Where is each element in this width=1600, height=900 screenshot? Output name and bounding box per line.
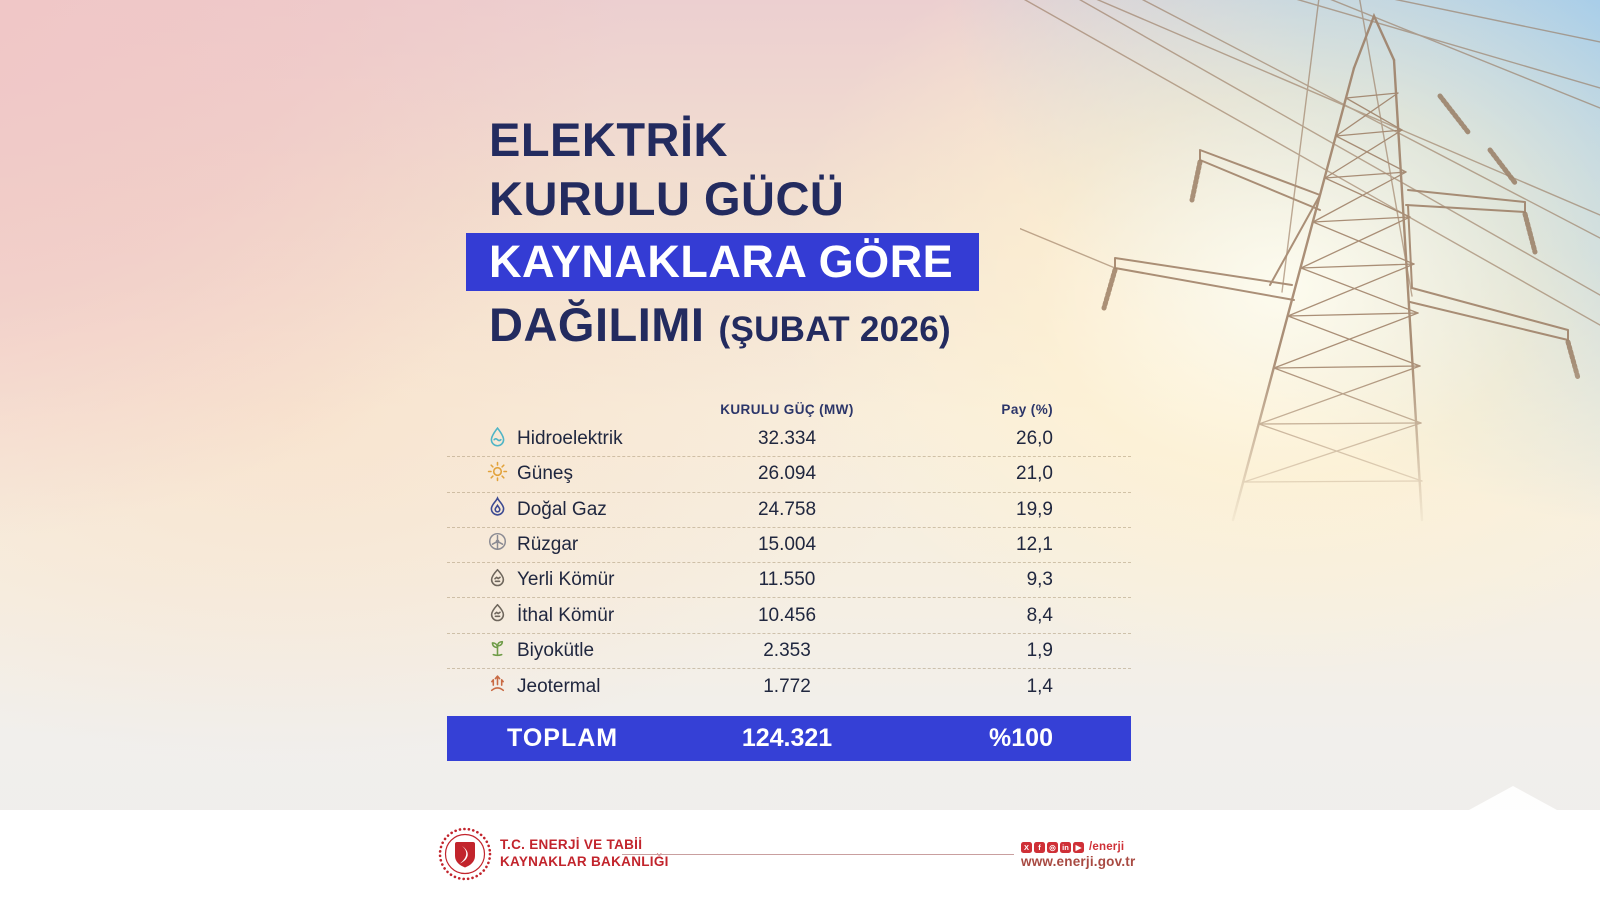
capacity-value: 2.353 [763,639,811,661]
capacity-value: 26.094 [757,463,817,485]
title-highlight-band: KAYNAKLARA GÖRE [466,233,980,291]
transmission-tower-photo [1020,0,1600,522]
capacity-table: KURULU GÜÇ (MW) Pay (%) Hidroelektrik 32… [447,396,1131,762]
wind-turbine-icon [487,532,508,559]
capacity-value: 32.334 [757,428,817,450]
share-value: 26,0 [1016,428,1053,450]
instagram-icon: ◎ [1047,841,1058,853]
table-row: Yerli Kömür 11.550 9,3 [447,563,1131,599]
youtube-icon: ▶ [1073,841,1084,853]
share-value: 12,1 [1016,534,1053,556]
total-label: TOPLAM [507,724,619,753]
social-handle: /enerji [1089,841,1125,853]
table-row: Jeotermal 1.772 1,4 [447,669,1131,704]
source-label: İthal Kömür [517,604,615,626]
source-label: Doğal Gaz [517,498,607,520]
source-label: Jeotermal [517,675,601,697]
linkedin-icon: in [1060,841,1071,853]
sun-icon [487,461,508,488]
capacity-value: 1.772 [763,675,811,697]
capacity-value: 11.550 [758,569,816,591]
capacity-value: 24.758 [757,498,817,520]
source-label: Güneş [517,463,573,485]
title-line-2: KURULU GÜCÜ [489,172,845,225]
coal-icon [487,567,508,594]
title-line-1: ELEKTRİK [489,113,728,166]
table-header: KURULU GÜÇ (MW) Pay (%) [447,396,1131,422]
share-value: 1,9 [1026,639,1053,661]
facebook-icon: f [1034,841,1045,853]
page-title: ELEKTRİK KURULU GÜCÜ KAYNAKLARA GÖRE DAĞ… [466,110,980,359]
table-row: İthal Kömür 10.456 8,4 [447,598,1131,634]
water-drop-icon [487,426,508,453]
total-share: %100 [989,724,1053,753]
total-row: TOPLAM 124.321 %100 [447,716,1131,762]
table-row: Rüzgar 15.004 12,1 [447,528,1131,564]
footer-divider [622,854,1014,855]
website-url: www.enerji.gov.tr [1021,854,1136,869]
ministry-emblem-icon [438,827,492,881]
share-value: 1,4 [1026,675,1053,697]
twitter-x-icon: X [1021,841,1032,853]
coal-icon [487,602,508,629]
share-value: 8,4 [1026,604,1053,626]
share-value: 9,3 [1026,569,1053,591]
geothermal-icon [487,673,508,700]
source-label: Rüzgar [517,534,579,556]
source-label: Yerli Kömür [517,569,615,591]
title-date: (ŞUBAT 2026) [718,310,951,349]
table-row: Güneş 26.094 21,0 [447,457,1131,493]
share-value: 19,9 [1016,498,1053,520]
title-line-4: DAĞILIMI (ŞUBAT 2026) [489,298,951,351]
table-body: Hidroelektrik 32.334 26,0 Güneş 26.094 2… [447,422,1131,704]
share-value: 21,0 [1016,463,1053,485]
decorative-triangle [1469,786,1557,810]
header-capacity: KURULU GÜÇ (MW) [720,401,854,417]
biomass-icon [487,637,508,664]
ministry-name: T.C. ENERJİ VE TABİİ KAYNAKLAR BAKANLIĞI [500,837,669,869]
capacity-value: 15.004 [757,534,817,556]
table-row: Doğal Gaz 24.758 19,9 [447,493,1131,528]
capacity-value: 10.456 [757,604,817,626]
table-row: Biyokütle 2.353 1,9 [447,634,1131,670]
footer-bar: T.C. ENERJİ VE TABİİ KAYNAKLAR BAKANLIĞI… [0,810,1600,900]
source-label: Hidroelektrik [517,428,623,450]
source-label: Biyokütle [517,639,595,661]
gas-flame-icon [487,496,508,523]
total-capacity: 124.321 [741,724,833,753]
header-share: Pay (%) [1001,401,1053,417]
table-row: Hidroelektrik 32.334 26,0 [447,422,1131,458]
